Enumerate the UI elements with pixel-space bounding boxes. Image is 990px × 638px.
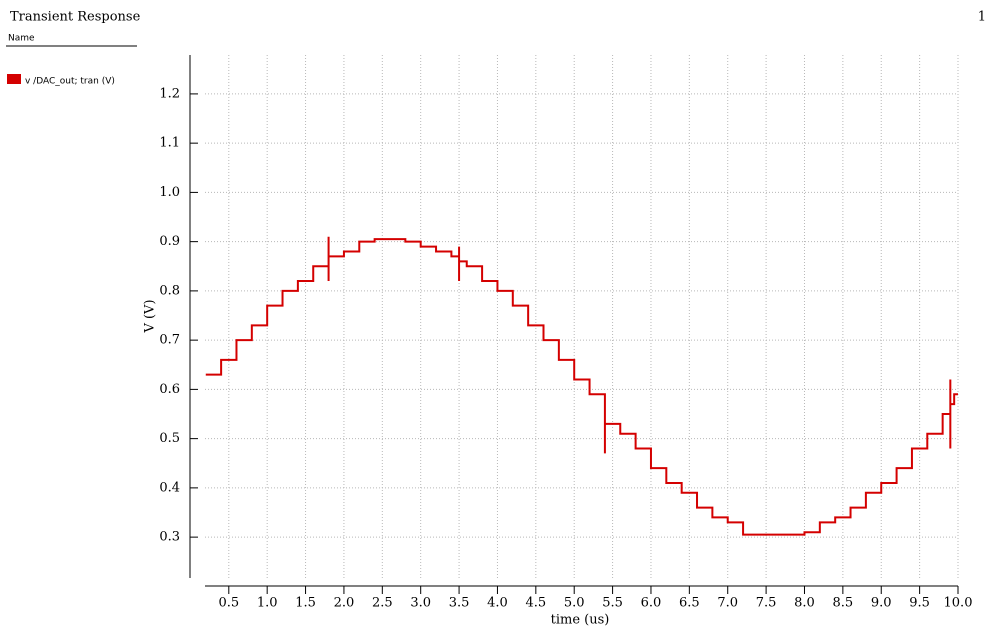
y-tick-label: 1.0 [159, 185, 180, 200]
x-tick-label: 2.5 [372, 596, 393, 611]
x-tick-label: 3.5 [449, 596, 470, 611]
y-tick-label: 0.4 [159, 480, 180, 495]
x-tick-label: 7.5 [756, 596, 777, 611]
legend-swatch [7, 74, 21, 84]
x-tick-label: 6.0 [641, 596, 662, 611]
y-tick-label: 0.7 [159, 333, 180, 348]
y-tick-label: 0.9 [159, 234, 180, 249]
x-tick-label: 10.0 [944, 596, 973, 611]
x-tick-label: 8.0 [794, 596, 815, 611]
legend-label: v /DAC_out; tran (V) [25, 77, 115, 87]
x-tick-label: 0.5 [218, 596, 239, 611]
x-tick-label: 3.0 [410, 596, 431, 611]
series-line [205, 236, 958, 536]
y-tick-label: 0.3 [159, 530, 180, 545]
x-tick-label: 6.5 [679, 596, 700, 611]
x-tick-label: 7.0 [717, 596, 738, 611]
page-number: 1 [978, 10, 986, 25]
x-tick-label: 4.5 [525, 596, 546, 611]
x-tick-label: 5.5 [602, 596, 623, 611]
y-tick-label: 1.2 [159, 86, 180, 101]
x-tick-label: 8.5 [833, 596, 854, 611]
x-axis-label: time (us) [551, 613, 610, 628]
y-tick-label: 0.8 [159, 283, 180, 298]
y-axis-label: V (V) [143, 299, 158, 333]
x-tick-label: 5.0 [564, 596, 585, 611]
x-tick-label: 9.5 [909, 596, 930, 611]
legend-header: Name [8, 34, 35, 44]
x-tick-label: 1.5 [295, 596, 316, 611]
y-tick-label: 0.6 [159, 382, 180, 397]
x-tick-label: 1.0 [257, 596, 278, 611]
y-tick-label: 1.1 [159, 136, 180, 151]
y-tick-label: 0.5 [159, 431, 180, 446]
title: Transient Response [10, 10, 141, 25]
x-tick-label: 9.0 [871, 596, 892, 611]
x-tick-label: 4.0 [487, 596, 508, 611]
x-tick-label: 2.0 [334, 596, 355, 611]
